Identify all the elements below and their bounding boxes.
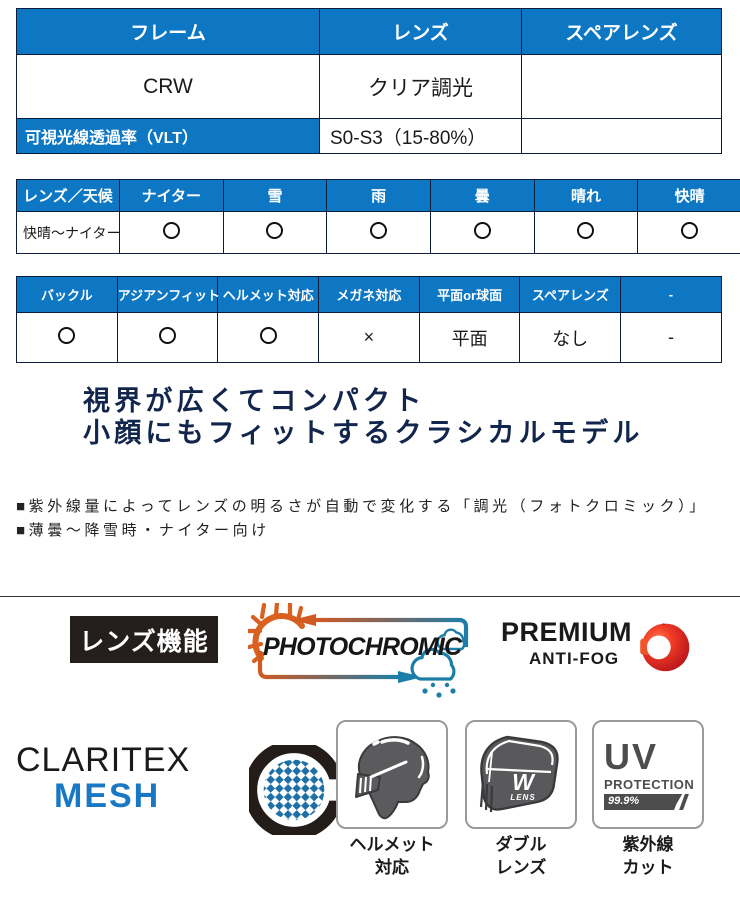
svg-text:W: W	[512, 769, 536, 795]
svg-text:LENS: LENS	[510, 793, 535, 802]
